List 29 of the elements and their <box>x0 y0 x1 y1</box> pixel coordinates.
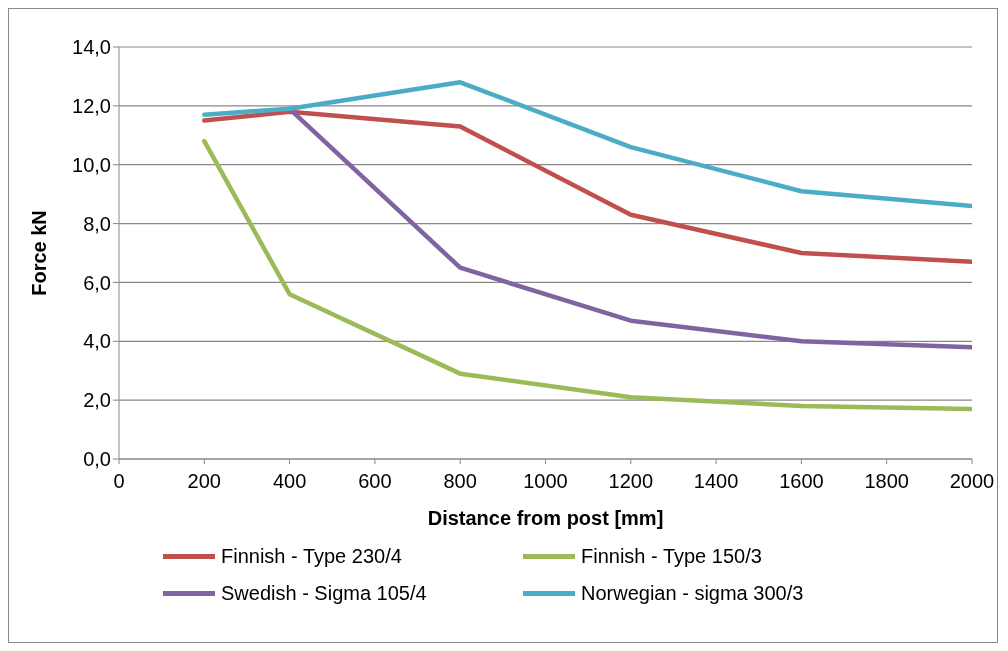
x-tick-label: 1600 <box>779 470 824 493</box>
y-tick-label: 0,0 <box>83 448 111 471</box>
legend-label: Swedish - Sigma 105/4 <box>221 582 427 605</box>
y-tick-label: 12,0 <box>72 94 111 117</box>
line-series <box>202 138 972 412</box>
x-tick-label: 1400 <box>693 470 739 493</box>
y-tick-label: 14,0 <box>72 36 111 59</box>
y-tick-label: 2,0 <box>83 389 111 412</box>
line-series <box>202 80 972 209</box>
x-axis-title: Distance from post [mm] <box>427 507 664 529</box>
x-tick-label: 200 <box>187 470 221 493</box>
line-series <box>202 109 972 265</box>
legend-label: Finnish - Type 150/3 <box>581 545 762 568</box>
x-tick-label: 0 <box>113 470 125 493</box>
x-tick-label: 1200 <box>608 470 654 493</box>
legend-label: Finnish - Type 230/4 <box>221 545 402 568</box>
x-tick-label: 600 <box>358 470 392 493</box>
y-tick-label: 6,0 <box>83 271 111 294</box>
x-tick-label: 800 <box>443 470 477 493</box>
x-tick-label: 2000 <box>949 470 995 493</box>
x-tick-label: 400 <box>272 470 307 493</box>
legend-label: Norwegian - sigma 300/3 <box>581 582 804 605</box>
y-tick-label: 10,0 <box>72 153 111 176</box>
y-tick-label: 8,0 <box>83 212 111 235</box>
y-tick-label: 4,0 <box>83 330 111 353</box>
line-series <box>287 106 972 350</box>
x-tick-label: 1000 <box>523 470 568 493</box>
y-axis-title: Force kN <box>28 210 51 296</box>
x-tick-label: 1800 <box>864 470 909 493</box>
